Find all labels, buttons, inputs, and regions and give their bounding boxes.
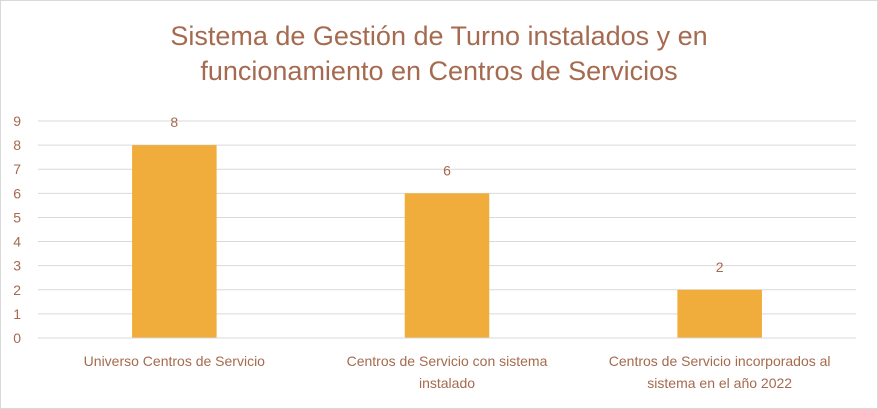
- x-category-label-0-line-0: Universo Centros de Servicio: [84, 353, 266, 369]
- chart-title-line-2: funcionamiento en Centros de Servicios: [200, 56, 678, 86]
- x-category-label-2-line-1: sistema en el año 2022: [647, 375, 792, 391]
- y-tick-label-3: 3: [13, 258, 21, 274]
- x-category-label-2-line-0: Centros de Servicio incorporados al: [609, 353, 831, 369]
- x-category-label-2: Centros de Servicio incorporados al siste…: [609, 353, 831, 391]
- y-tick-label-0: 0: [13, 330, 21, 346]
- y-tick-label-7: 7: [13, 161, 21, 177]
- y-tick-label-1: 1: [13, 306, 21, 322]
- chart-title: Sistema de Gestión de Turno instalados y…: [1, 19, 877, 89]
- bar-1: [404, 193, 490, 338]
- bar-2: [677, 289, 762, 338]
- y-tick-label-4: 4: [13, 234, 21, 250]
- y-tick-label-5: 5: [13, 209, 21, 225]
- data-label-0: 8: [170, 114, 178, 130]
- x-category-label-1: Centros de Servicio con sistema instalado: [347, 353, 548, 391]
- bar-0: [132, 145, 217, 338]
- y-tick-label-9: 9: [13, 113, 21, 129]
- y-tick-label-8: 8: [13, 137, 21, 153]
- chart-title-line-1: Sistema de Gestión de Turno instalados y…: [170, 21, 708, 51]
- x-category-label-0: Universo Centros de Servicio: [84, 353, 266, 369]
- x-category-label-1-line-1: instalado: [419, 375, 475, 391]
- x-category-label-1-line-0: Centros de Servicio con sistema: [347, 353, 548, 369]
- y-tick-label-2: 2: [13, 282, 21, 298]
- data-label-2: 2: [716, 259, 724, 275]
- y-tick-label-6: 6: [13, 185, 21, 201]
- data-label-1: 6: [443, 162, 451, 178]
